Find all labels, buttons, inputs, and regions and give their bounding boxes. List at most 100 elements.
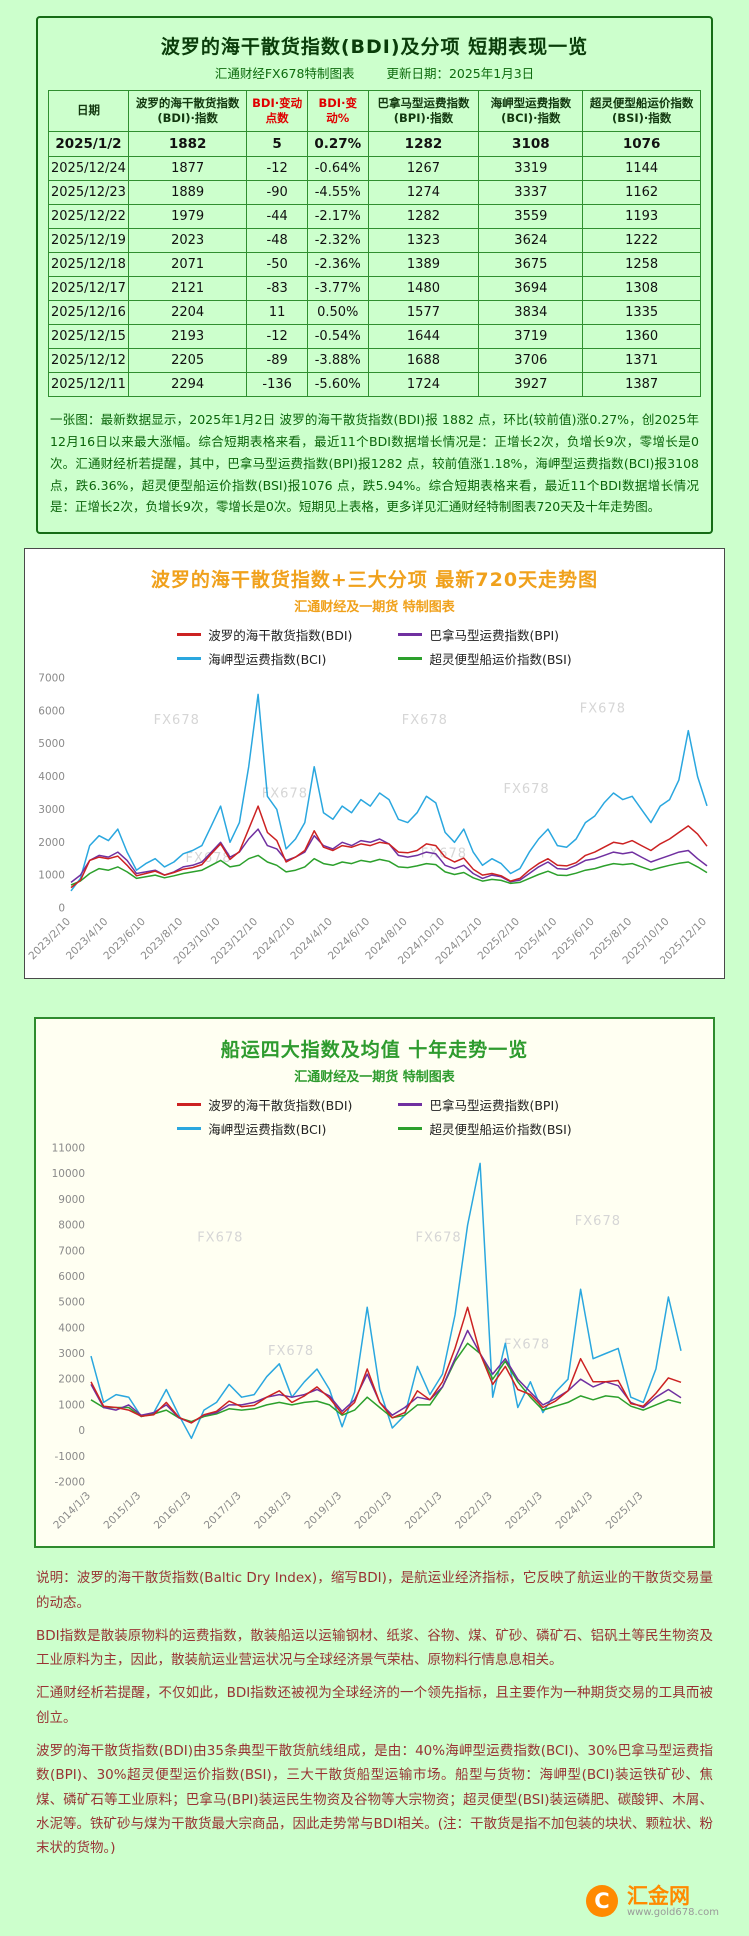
table-cell: -2.36% (306, 251, 369, 277)
table-cell: 3337 (478, 179, 584, 205)
svg-text:2000: 2000 (58, 1374, 85, 1386)
svg-text:6000: 6000 (38, 706, 65, 718)
legend-item: 海岬型运费指数(BCI) (177, 1119, 352, 1138)
logo-url: www.gold678.com (626, 1906, 719, 1918)
table-cell: -12 (246, 323, 308, 349)
svg-text:FX678: FX678 (574, 1214, 620, 1229)
table-cell: 2025/12/16 (48, 299, 129, 325)
table-row: 2025/12/24 1877 -12 -0.64% 1267 3319 1144 (48, 155, 701, 181)
table-cell: -12 (246, 155, 308, 181)
table-cell: 0.27% (306, 130, 369, 157)
legend-label: 超灵便型船运价指数(BSI) (429, 652, 572, 668)
table-cell: 2023 (127, 227, 248, 253)
legend-label: 巴拿马型运费指数(BPI) (429, 1098, 560, 1114)
svg-text:11000: 11000 (51, 1143, 84, 1155)
table-cell: 3719 (478, 323, 584, 349)
legend-item: 超灵便型船运价指数(BSI) (398, 649, 572, 668)
chart-720-legend: 波罗的海干散货指数(BDI) 巴拿马型运费指数(BPI) 海岬型运费指数(BCI) 超… (177, 625, 572, 668)
svg-text:4000: 4000 (38, 771, 65, 783)
table-cell: 2025/12/23 (48, 179, 129, 205)
legend-label: 海岬型运费指数(BCI) (208, 1122, 327, 1138)
table-cell: 3319 (478, 155, 584, 181)
svg-text:2000: 2000 (38, 837, 65, 849)
note-paragraph: BDI指数是散装原物料的运费指数，散装船运以运输钢材、纸浆、谷物、煤、矿砂、磷矿… (36, 1627, 713, 1669)
chart-10y-canvas: -2000 -1000 0 1000 2000 3000 4000 5000 6000 7000 8… (51, 1143, 682, 1532)
legend-swatch (398, 1103, 423, 1107)
table-cell: 1480 (367, 275, 480, 301)
table-cell: 3927 (478, 371, 584, 397)
table-cell: 1162 (582, 179, 701, 205)
table-cell: 0.50% (306, 299, 369, 325)
svg-text:7000: 7000 (38, 673, 65, 685)
svg-text:0: 0 (58, 903, 65, 915)
table-cell: 2025/12/12 (48, 347, 129, 373)
table-cell: -50 (246, 251, 308, 277)
legend-item: 巴拿马型运费指数(BPI) (398, 625, 571, 644)
svg-text:2020/1/3: 2020/1/3 (352, 1490, 394, 1532)
svg-text:2015/1/3: 2015/1/3 (101, 1490, 143, 1532)
table-cell: -90 (246, 179, 308, 205)
table-cell: 1144 (582, 155, 701, 181)
note-paragraph: 汇通财经析若提醒，不仅如此，BDI指数还被视为全球经济的一个领先指标，且主要作为… (36, 1685, 713, 1726)
legend-swatch (177, 1127, 202, 1131)
table-row: 2025/12/18 2071 -50 -2.36% 1389 3675 1258 (48, 251, 701, 277)
huijin-logo-icon: C (585, 1885, 618, 1918)
table-cell: 1282 (367, 203, 480, 229)
svg-text:9000: 9000 (58, 1194, 85, 1206)
report-title: 波罗的海干散货指数(BDI)及分项 短期表现一览 (160, 36, 589, 58)
table-cell: 1335 (582, 299, 701, 325)
svg-text:FX678: FX678 (503, 782, 549, 797)
table-cell: -48 (246, 227, 308, 253)
column-header: 海岬型运费指数(BCI)·指数 (478, 90, 584, 132)
svg-text:FX678: FX678 (154, 713, 200, 728)
table-cell: 1360 (582, 323, 701, 349)
table-cell: -136 (246, 371, 308, 397)
table-cell: 2025/12/11 (48, 371, 129, 397)
table-cell: 3559 (478, 203, 584, 229)
table-cell: 1308 (582, 275, 701, 301)
chart-720-title: 波罗的海干散货指数+三大分项 最新720天走势图 (150, 569, 599, 592)
svg-text:2018/1/3: 2018/1/3 (252, 1490, 294, 1532)
svg-text:FX678: FX678 (197, 1231, 243, 1246)
huijin-logo[interactable]: C 汇金网 www.gold678.com (0, 1884, 719, 1918)
table-cell: 1882 (127, 130, 248, 157)
table-cell: 1387 (582, 371, 701, 397)
legend-label: 波罗的海干散货指数(BDI) (208, 1098, 353, 1114)
table-cell: 1724 (367, 371, 480, 397)
table-cell: -3.88% (306, 347, 369, 373)
page-root: 波罗的海干散货指数(BDI)及分项 短期表现一览 汇通财经FX678特制图表 更… (0, 16, 749, 1918)
legend-swatch (177, 1103, 202, 1107)
table-cell: -83 (246, 275, 308, 301)
legend-swatch (398, 657, 423, 661)
bdi-table: 日期 波罗的海干散货指数(BDI)·指数 BDI·变动点数 BDI·变动% 巴拿马型运费… (48, 90, 701, 397)
svg-text:2024/1/3: 2024/1/3 (553, 1490, 595, 1532)
huijin-logo-text: 汇金网 www.gold678.com (626, 1884, 719, 1918)
table-cell: 1371 (582, 347, 701, 373)
table-row: 2025/12/15 2193 -12 -0.54% 1644 3719 1360 (48, 323, 701, 349)
table-cell: 2071 (127, 251, 248, 277)
chart-720-panel: 波罗的海干散货指数+三大分项 最新720天走势图 汇通财经及一期货 特制图表 波… (24, 548, 725, 980)
table-cell: -5.60% (306, 371, 369, 397)
table-row: 2025/12/11 2294 -136 -5.60% 1724 3927 1387 (48, 371, 701, 397)
svg-text:2014/1/3: 2014/1/3 (51, 1490, 93, 1532)
svg-text:FX678: FX678 (415, 1231, 461, 1246)
table-cell: 2294 (127, 371, 248, 397)
svg-text:1000: 1000 (58, 1400, 85, 1412)
table-row: 2025/12/23 1889 -90 -4.55% 1274 3337 1162 (48, 179, 701, 205)
table-cell: -2.32% (306, 227, 369, 253)
svg-text:5000: 5000 (58, 1297, 85, 1309)
chart-10y-panel: 船运四大指数及均值 十年走势一览 汇通财经及一期货 特制图表 波罗的海干散货指数… (34, 1017, 715, 1549)
table-cell: 2025/12/15 (48, 323, 129, 349)
legend-label: 超灵便型船运价指数(BSI) (429, 1122, 572, 1138)
table-row: 2025/1/2 1882 5 0.27% 1282 3108 1076 (48, 130, 701, 157)
svg-text:FX678: FX678 (580, 702, 626, 717)
table-cell: 11 (246, 299, 308, 325)
table-cell: 3834 (478, 299, 584, 325)
table-cell: -89 (246, 347, 308, 373)
column-header: 日期 (48, 90, 129, 132)
table-cell: 1222 (582, 227, 701, 253)
table-cell: 2193 (127, 323, 248, 349)
legend-swatch (177, 657, 202, 661)
table-cell: -0.64% (306, 155, 369, 181)
legend-item: 波罗的海干散货指数(BDI) (177, 625, 352, 644)
